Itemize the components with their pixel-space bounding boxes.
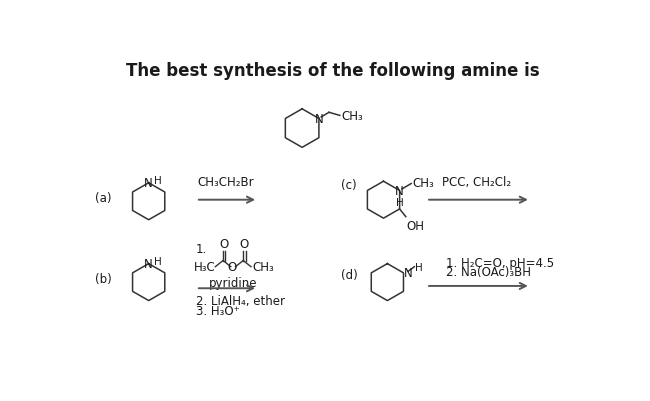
Text: O: O: [239, 237, 248, 250]
Text: CH₃CH₂Br: CH₃CH₂Br: [198, 176, 255, 189]
Text: 3. H₃O⁺: 3. H₃O⁺: [196, 304, 240, 317]
Text: (d): (d): [341, 268, 358, 281]
Text: N: N: [395, 184, 404, 197]
Text: PCC, CH₂Cl₂: PCC, CH₂Cl₂: [442, 176, 511, 189]
Text: CH₃: CH₃: [341, 109, 363, 123]
Text: OH: OH: [407, 219, 424, 232]
Text: 2. LiAlH₄, ether: 2. LiAlH₄, ether: [196, 295, 285, 308]
Text: O: O: [219, 237, 229, 250]
Text: CH₃: CH₃: [412, 177, 434, 190]
Text: H₃C: H₃C: [194, 261, 215, 273]
Text: 1. H₂C=O, pH=4.5: 1. H₂C=O, pH=4.5: [445, 256, 554, 269]
Text: H: H: [415, 262, 423, 272]
Text: CH₃: CH₃: [252, 261, 274, 273]
Text: H: H: [396, 198, 404, 208]
Text: (b): (b): [95, 272, 112, 285]
Text: N: N: [144, 177, 153, 190]
Text: The best synthesis of the following amine is: The best synthesis of the following amin…: [126, 62, 540, 80]
Text: (c): (c): [341, 178, 356, 191]
Text: N: N: [404, 267, 413, 279]
Text: 2. Na(OAc)₃BH: 2. Na(OAc)₃BH: [445, 265, 530, 279]
Text: pyridine: pyridine: [209, 276, 257, 289]
Text: 1.: 1.: [196, 243, 207, 256]
Text: N: N: [144, 257, 153, 270]
Text: (a): (a): [95, 191, 112, 205]
Text: O: O: [227, 261, 237, 273]
Text: H: H: [154, 176, 162, 186]
Text: N: N: [315, 113, 323, 126]
Text: H: H: [154, 257, 162, 267]
